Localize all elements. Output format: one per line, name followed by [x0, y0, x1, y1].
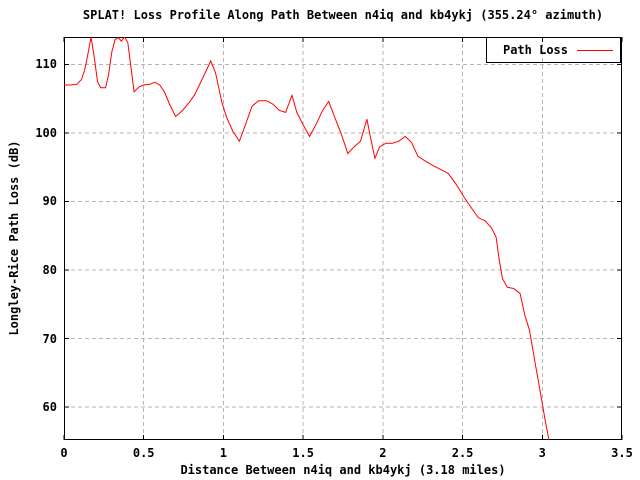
y-tick-label: 70: [42, 331, 57, 346]
x-tick-label: 0.5: [132, 446, 155, 460]
legend-label: Path Loss: [502, 43, 568, 57]
y-tick-label: 100: [35, 125, 57, 140]
legend-box: Path Loss: [486, 37, 621, 63]
path-loss-line: [64, 37, 550, 440]
chart-title: SPLAT! Loss Profile Along Path Between n…: [82, 8, 604, 22]
y-tick-label: 80: [42, 263, 57, 278]
x-tick-label: 3.5: [611, 446, 633, 460]
x-axis-title: Distance Between n4iq and kb4ykj (3.18 m…: [180, 463, 506, 477]
x-tick-label: 2: [379, 446, 387, 460]
x-tick-label: 3: [538, 446, 546, 460]
x-tick-label: 2.5: [451, 446, 474, 460]
y-tick-label: 90: [42, 194, 57, 209]
legend-line-sample-icon: [577, 49, 613, 51]
x-tick-label: 1.5: [292, 446, 314, 460]
y-tick-label: 110: [35, 57, 57, 72]
y-axis-title: Longley-Rice Path Loss (dB): [7, 140, 21, 336]
plot-border: [64, 37, 622, 440]
y-tick-label: 60: [42, 400, 57, 415]
x-tick-label: 0: [60, 446, 68, 460]
x-tick-label: 1: [219, 446, 228, 460]
